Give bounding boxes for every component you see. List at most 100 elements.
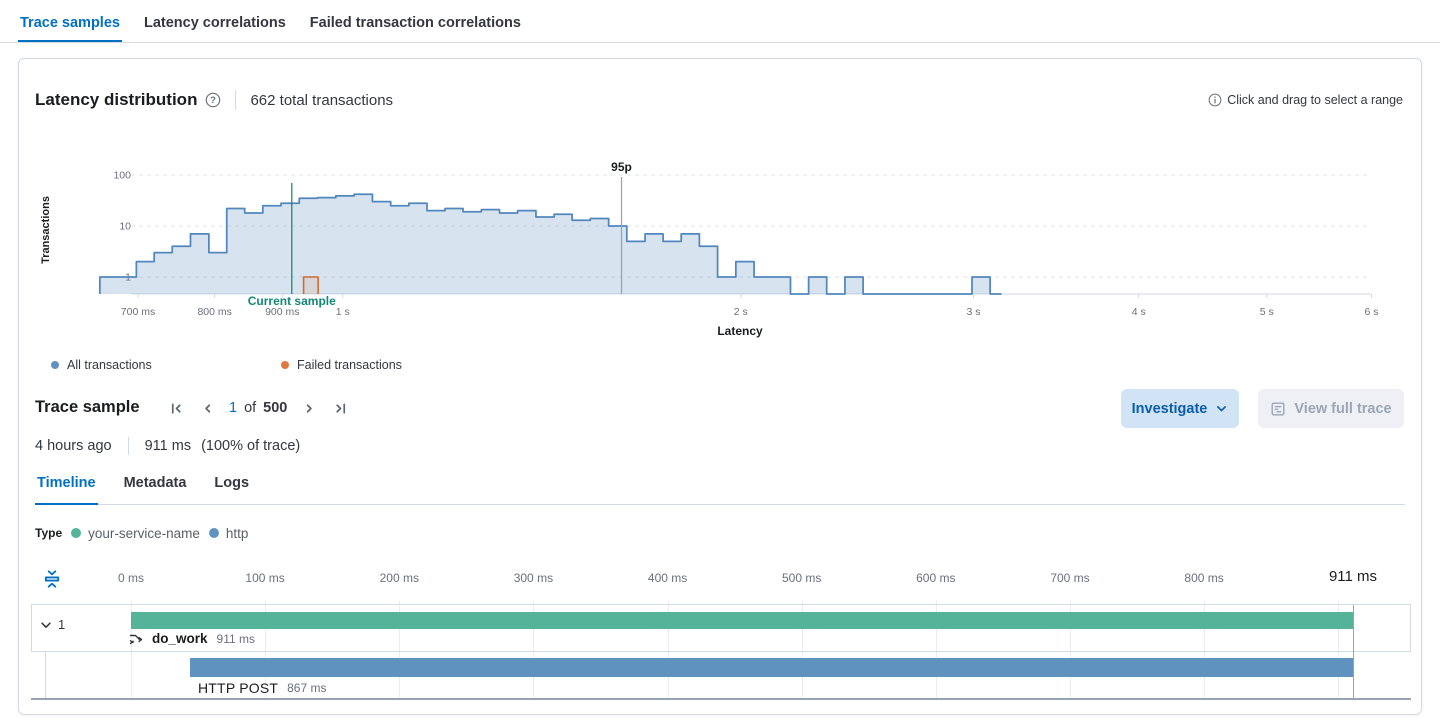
span-name: do_work	[152, 631, 208, 646]
failed-transactions-area	[303, 277, 319, 294]
y-tick-label: 100	[113, 170, 131, 182]
accordion-child-border	[45, 652, 46, 698]
range-hint-text: Click and drag to select a range	[1227, 93, 1403, 107]
total-transactions: 662 total transactions	[250, 91, 394, 109]
previous-page-button[interactable]	[195, 396, 219, 420]
type-legend: Type your-service-name http	[35, 525, 248, 541]
x-tick-label: 800 ms	[197, 306, 231, 318]
type-legend-label: Type	[35, 526, 63, 540]
page-indicator: 1 of 500	[226, 400, 290, 416]
next-page-button[interactable]	[297, 396, 321, 420]
x-tick-label: 2 s	[734, 306, 748, 318]
type-item-service: your-service-name	[71, 526, 200, 541]
waterfall-gridline	[801, 601, 803, 698]
legend-dot-all	[51, 361, 59, 369]
waterfall-gridline	[1204, 601, 1206, 698]
help-icon[interactable]: ?	[205, 92, 221, 108]
trace-timestamp: 4 hours ago	[35, 438, 112, 454]
trace-sample-title: Trace sample	[35, 398, 140, 416]
span-duration: 867 ms	[287, 680, 327, 695]
total-pages: 500	[263, 400, 288, 416]
trace-document-icon	[1271, 402, 1285, 416]
legend-all-label: All transactions	[67, 358, 152, 372]
last-page-button[interactable]	[328, 396, 352, 420]
trace-end-cursor	[1353, 605, 1354, 698]
x-tick-label: 3 s	[967, 306, 981, 318]
tab-timeline[interactable]: Timeline	[35, 471, 98, 505]
ruler-tick-label: 400 ms	[647, 571, 688, 585]
first-page-button[interactable]	[164, 396, 188, 420]
latency-distribution-panel: Latency distribution ? 662 total transac…	[18, 58, 1422, 715]
ruler-tick-label: 100 ms	[245, 571, 285, 585]
y-axis-title: Transactions	[40, 196, 52, 264]
waterfall-gridline	[667, 601, 669, 698]
tab-latency-correlations[interactable]: Latency correlations	[143, 15, 286, 31]
span-name: HTTP POST	[198, 679, 279, 696]
transaction-accordion	[31, 604, 1411, 652]
ruler-tick-label: 800 ms	[1184, 571, 1224, 585]
legend-dot-failed	[281, 361, 289, 369]
http-dot	[208, 528, 219, 538]
transaction-bar-do-work[interactable]	[131, 612, 1353, 629]
span-duration: 911 ms	[216, 631, 255, 646]
service-type-label: your-service-name	[88, 525, 200, 541]
accordion-count: 1	[58, 617, 66, 632]
ruler-tick-label: 300 ms	[513, 571, 554, 585]
trace-sample-pagination: 1 of 500	[164, 395, 352, 421]
trace-percent: (100% of trace)	[201, 438, 301, 454]
of-label: of	[244, 400, 257, 416]
ruler-tick-label: 200 ms	[379, 571, 419, 585]
tab-failed-transaction-correlations[interactable]: Failed transaction correlations	[309, 15, 521, 31]
tab-logs[interactable]: Logs	[214, 475, 250, 491]
chevron-down-icon	[1217, 406, 1227, 412]
ruler-tick-label: 0 ms	[117, 571, 145, 585]
failed-transactions-outline	[302, 276, 319, 294]
view-full-trace-button[interactable]: View full trace	[1258, 389, 1404, 428]
legend-all-transactions[interactable]: All transactions	[51, 358, 152, 372]
accordion-toggle[interactable]: 1	[39, 617, 65, 632]
waterfall-gridline	[533, 601, 535, 698]
tab-metadata[interactable]: Metadata	[123, 475, 187, 491]
investigate-label: Investigate	[1131, 400, 1208, 417]
tab-trace-samples[interactable]: Trace samples	[18, 0, 122, 42]
investigate-button[interactable]: Investigate	[1121, 389, 1239, 428]
transaction-label-do-work[interactable]: do_work 911 ms	[129, 630, 255, 647]
trace-duration: 911 ms	[144, 438, 192, 454]
all-transactions-outline	[98, 193, 1002, 295]
all-transactions-area	[99, 194, 1002, 294]
http-type-label: http	[225, 525, 249, 541]
fold-timeline-icon[interactable]	[43, 570, 61, 588]
ruler-tick-label: 600 ms	[916, 571, 956, 585]
x-axis-title: Latency	[717, 324, 763, 338]
service-dot	[71, 528, 82, 538]
panel-header: Latency distribution ? 662 total transac…	[35, 89, 393, 111]
svg-text:?: ?	[211, 95, 217, 106]
current-sample-label: Current sample	[248, 294, 336, 308]
range-hint: Click and drag to select a range	[1208, 93, 1403, 107]
transaction-merge-icon	[129, 634, 143, 644]
trace-sample-tab-bar: Timeline Metadata Logs	[35, 471, 1405, 505]
x-tick-label: 900 ms	[265, 306, 299, 318]
x-tick-label: 5 s	[1260, 306, 1274, 318]
ruler-tick-label: 500 ms	[782, 571, 822, 585]
waterfall-gridline	[1070, 601, 1071, 698]
header-divider	[235, 90, 237, 110]
span-label-http-post[interactable]: HTTP POST 867 ms	[198, 679, 326, 696]
meta-divider	[127, 437, 129, 455]
legend-failed-transactions[interactable]: Failed transactions	[281, 358, 402, 372]
p95-label: 95p	[611, 160, 632, 174]
legend-failed-label: Failed transactions	[297, 358, 402, 372]
x-tick-label: 700 ms	[121, 306, 155, 318]
type-item-http: http	[208, 525, 249, 541]
waterfall-gridline	[935, 601, 937, 698]
chevron-down-icon	[41, 621, 51, 628]
waterfall-gridline	[131, 601, 132, 698]
ruler-tick-label: 700 ms	[1050, 571, 1090, 585]
x-tick-label: 6 s	[1364, 306, 1378, 318]
waterfall-gridline	[265, 601, 267, 698]
x-tick-label: 1 s	[336, 306, 350, 318]
span-bar-http-post[interactable]	[190, 658, 1353, 677]
trace-sample-meta: 4 hours ago 911 ms (100% of trace)	[35, 436, 300, 456]
current-page: 1	[229, 400, 238, 416]
